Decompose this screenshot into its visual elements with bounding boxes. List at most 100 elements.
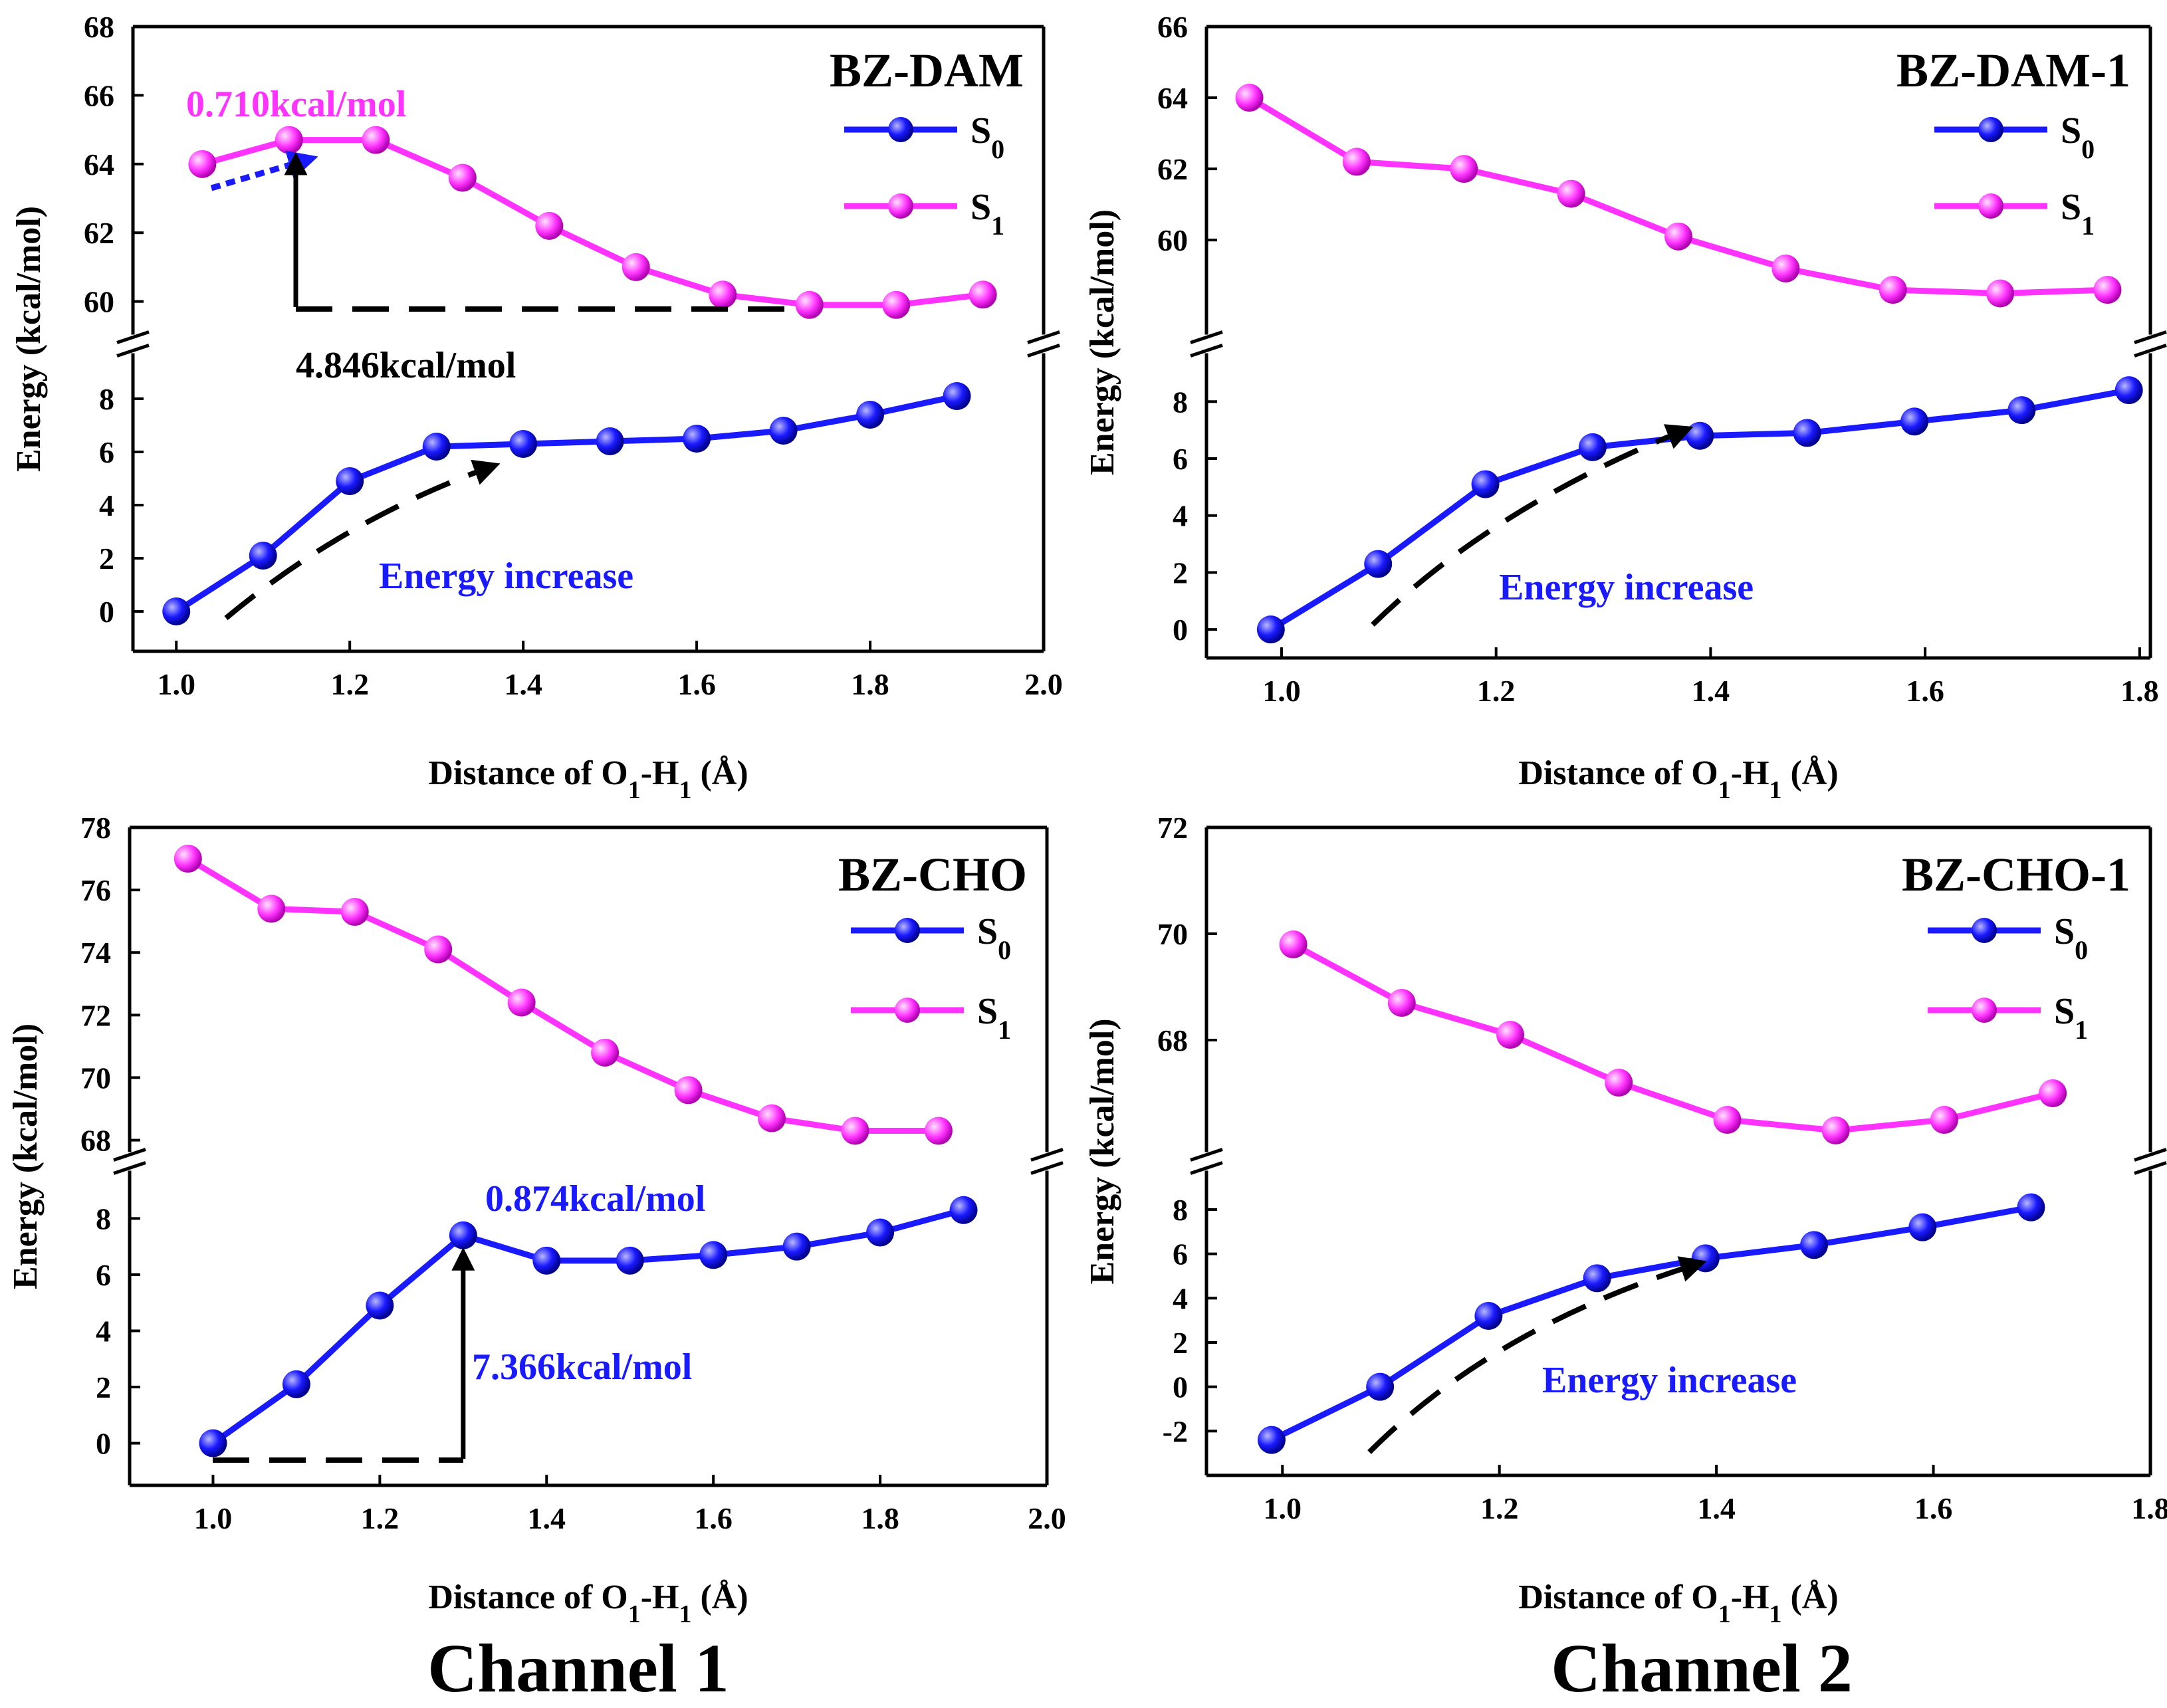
data-point-s0 xyxy=(616,1246,644,1275)
axis-break-mark xyxy=(2134,1148,2167,1162)
y-tick-label: 4 xyxy=(99,488,114,522)
data-point-s0 xyxy=(949,1196,978,1224)
channel-1-label: Channel 1 xyxy=(427,1630,729,1707)
annotation-energy-increase: Energy increase xyxy=(379,556,633,597)
y-tick-label: 4 xyxy=(1173,499,1188,533)
data-point-s0 xyxy=(1364,550,1393,578)
y-tick-label: 66 xyxy=(1157,10,1188,44)
data-point-s1 xyxy=(257,895,286,923)
x-tick-label: 1.6 xyxy=(1914,1491,1953,1525)
y-tick-label: 72 xyxy=(1157,811,1188,845)
axis-break-mark xyxy=(2134,330,2167,344)
arrow-s1-barrier xyxy=(210,150,318,191)
data-point-s1 xyxy=(1664,222,1692,251)
y-tick-label: 62 xyxy=(84,216,114,250)
axis-break-mark xyxy=(2134,1161,2167,1175)
data-point-s0 xyxy=(2114,376,2143,405)
x-tick-label: 2.0 xyxy=(1028,1501,1066,1535)
panel-bz-dam-1: 1.0 1.2 1.4 1.6 1.8 60 62 64 66 0 2 4 6 8 Distance of … xyxy=(1084,10,2167,804)
y-tick-label: 0 xyxy=(1173,1370,1188,1404)
y-axis-title: Energy (kcal/mol) xyxy=(1084,209,1121,475)
axis-break-mark xyxy=(1030,1148,1064,1162)
data-point-s1 xyxy=(535,211,564,240)
x-tick-label: 2.0 xyxy=(1024,667,1063,701)
data-point-s1 xyxy=(1879,276,1907,304)
data-point-s1 xyxy=(188,150,217,178)
data-point-s1 xyxy=(841,1117,869,1145)
x-tick-label: 1.2 xyxy=(361,1501,399,1535)
y-tick-label: 60 xyxy=(84,285,114,319)
axis-break-mark xyxy=(1027,344,1060,358)
x-tick-label: 1.4 xyxy=(528,1501,566,1535)
data-point-s1 xyxy=(1342,148,1371,176)
legend-marker-s1 xyxy=(1978,193,2003,219)
y-tick-label: 72 xyxy=(80,998,111,1032)
x-tick-label: 1.2 xyxy=(1477,674,1516,708)
data-point-s1 xyxy=(674,1076,703,1105)
data-point-s1 xyxy=(362,126,390,154)
legend-label-s1: S1 xyxy=(977,991,1011,1045)
x-axis-title: Distance of O1-H1 (Å) xyxy=(428,1578,748,1628)
y-tick-label: 68 xyxy=(84,10,114,44)
data-point-s0 xyxy=(199,1429,227,1457)
data-point-s1 xyxy=(795,290,824,319)
legend-label-s1: S1 xyxy=(970,187,1004,241)
series-line-s1 xyxy=(186,856,939,1134)
data-point-s1 xyxy=(1279,930,1308,958)
y-tick-label: 76 xyxy=(80,873,111,907)
x-tick-label: 1.0 xyxy=(1264,1491,1302,1525)
y-tick-label: 64 xyxy=(1157,81,1188,115)
x-tick-label: 1.6 xyxy=(1906,674,1944,708)
arrow-energy-increase xyxy=(1367,1256,1707,1454)
legend-marker-s0 xyxy=(895,918,920,943)
axis-break-mark xyxy=(116,344,150,358)
data-point-s1 xyxy=(924,1117,953,1145)
data-point-s0 xyxy=(1691,1244,1720,1273)
data-point-s0 xyxy=(683,425,711,453)
data-point-s0 xyxy=(1474,1302,1503,1330)
y-tick-label: 6 xyxy=(99,435,114,469)
y-tick-label: 68 xyxy=(1157,1023,1188,1057)
axis-break-mark xyxy=(1190,330,1223,344)
legend-label-s0: S0 xyxy=(2061,110,2095,164)
y-axis-title: Energy (kcal/mol) xyxy=(7,1023,45,1289)
data-point-s0 xyxy=(596,427,624,455)
data-point-s1 xyxy=(1235,84,1264,112)
panel-bz-dam: 1.0 1.2 1.4 1.6 1.8 2.0606264666802468Distanc… xyxy=(10,10,1063,804)
data-point-s0 xyxy=(2017,1193,2045,1222)
series-line-s1 xyxy=(201,137,984,308)
legend-marker-s1 xyxy=(895,998,920,1023)
y-tick-label: 70 xyxy=(1157,917,1188,951)
x-tick-label: 1.4 xyxy=(1697,1491,1736,1525)
data-point-s1 xyxy=(1713,1106,1742,1134)
data-point-s0 xyxy=(2007,396,2036,425)
axis-break-mark xyxy=(113,1148,146,1162)
data-point-s0 xyxy=(162,597,191,625)
x-tick-label: 1.2 xyxy=(1480,1491,1519,1525)
y-tick-label: -2 xyxy=(1163,1414,1188,1448)
data-point-s0 xyxy=(1686,421,1714,450)
data-point-s1 xyxy=(424,935,453,964)
data-point-s1 xyxy=(1496,1021,1525,1049)
data-point-s1 xyxy=(591,1038,620,1067)
y-axis-title: Energy (kcal/mol) xyxy=(10,206,48,472)
annotation-energy-increase: Energy increase xyxy=(1542,1360,1797,1401)
x-axis-title: Distance of O1-H1 (Å) xyxy=(1518,754,1838,804)
data-point-s1 xyxy=(1387,989,1416,1017)
data-point-s0 xyxy=(249,542,277,570)
x-tick-label: 1.6 xyxy=(677,667,716,701)
legend-label-s0: S0 xyxy=(970,110,1004,164)
y-tick-label: 74 xyxy=(80,936,111,970)
arrow-energy-increase xyxy=(1371,424,1694,627)
y-tick-label: 2 xyxy=(99,542,114,576)
data-point-s0 xyxy=(1793,419,1821,447)
series-line-s0 xyxy=(211,1207,965,1446)
data-point-s1 xyxy=(969,280,997,309)
axis-break-mark xyxy=(1190,1148,1223,1162)
x-tick-label: 1.0 xyxy=(157,667,195,701)
data-point-s1 xyxy=(622,253,650,281)
data-point-s0 xyxy=(1578,433,1607,461)
y-tick-label: 0 xyxy=(1173,613,1188,647)
data-point-s1 xyxy=(448,163,477,192)
